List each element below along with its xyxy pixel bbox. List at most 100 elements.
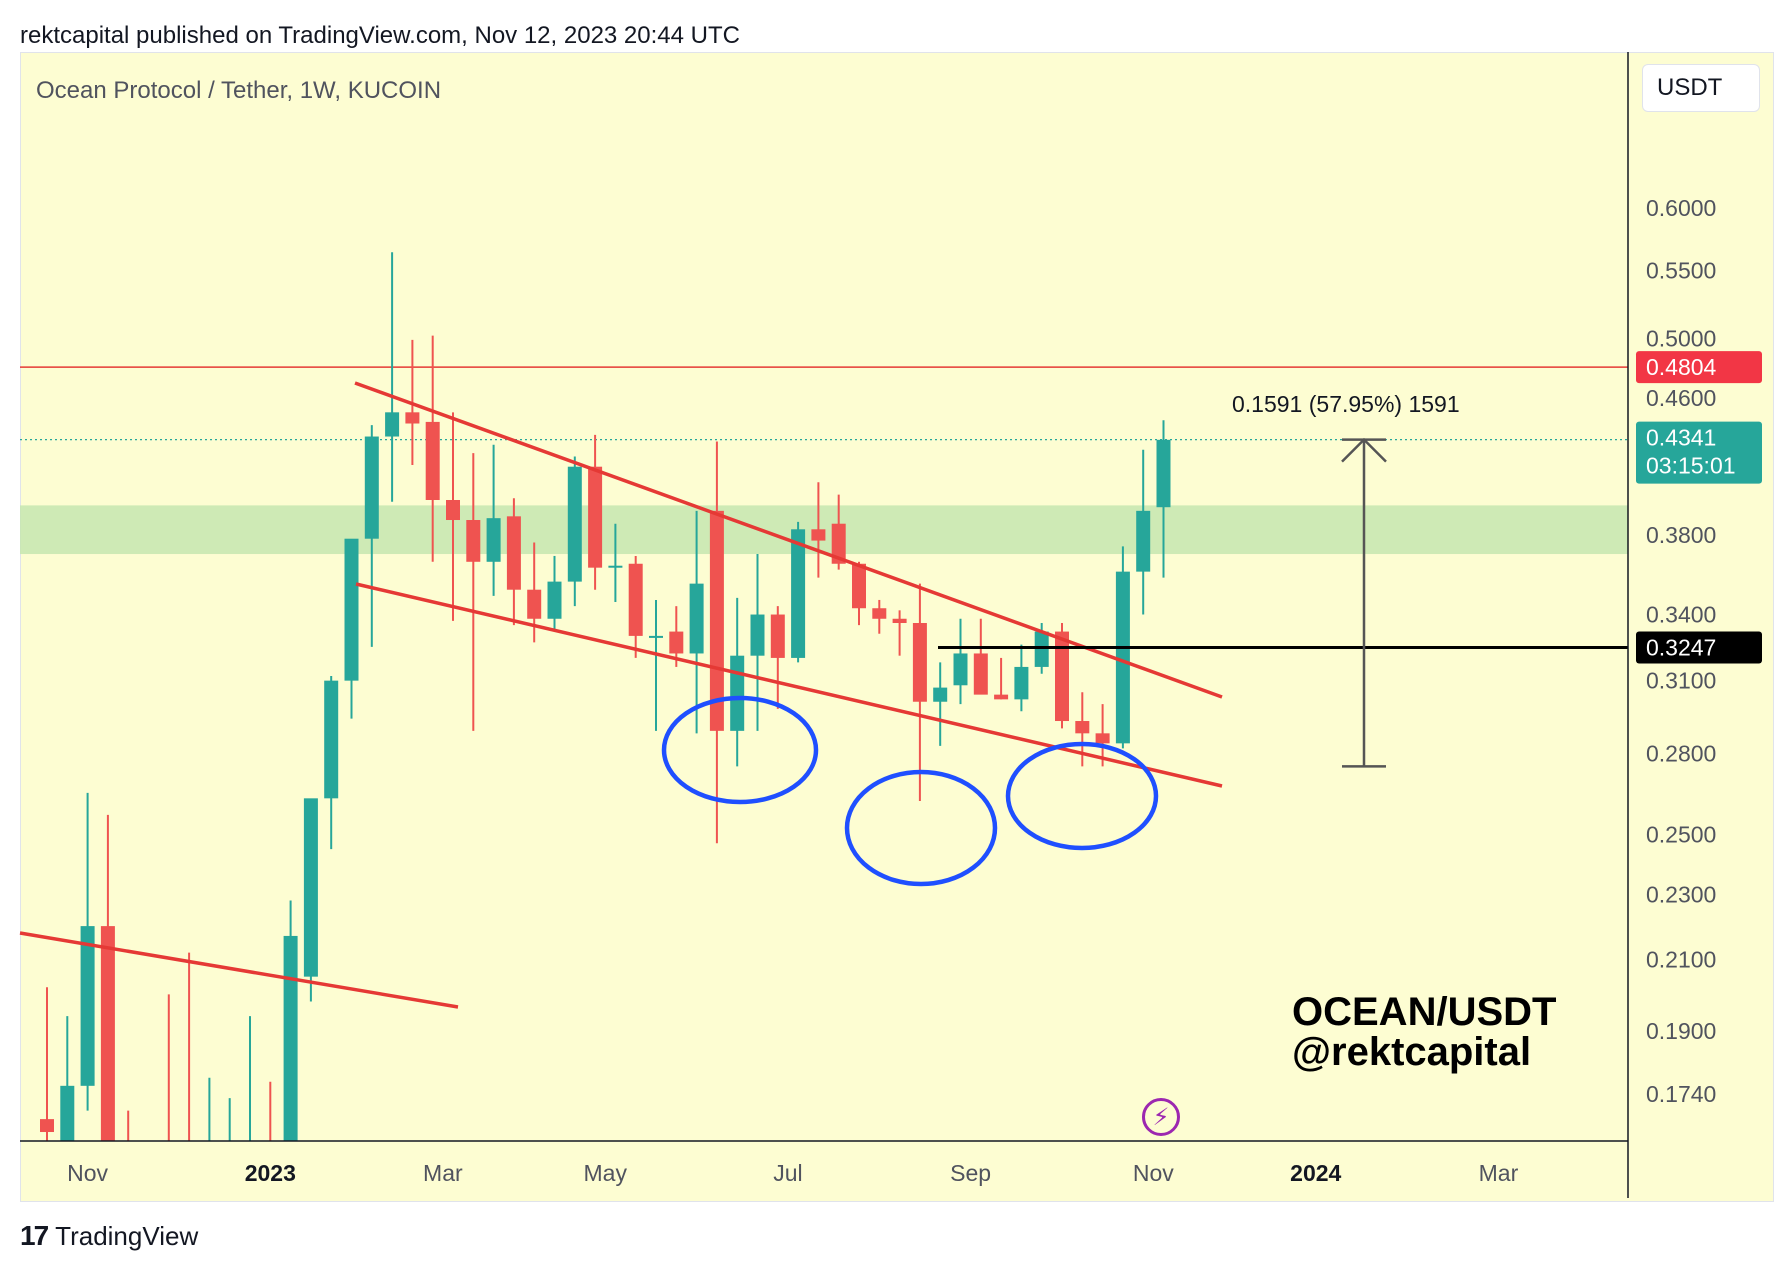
candle-body	[527, 589, 542, 619]
y-tick-label: 0.5500	[1646, 257, 1716, 283]
x-tick-label: Nov	[67, 1160, 108, 1186]
candle-body	[831, 523, 846, 564]
candle-body	[669, 631, 684, 654]
candle-body	[1156, 439, 1171, 508]
y-tick-label: 0.2100	[1646, 946, 1716, 972]
y-tick-label: 0.3800	[1646, 522, 1716, 548]
candle-body	[283, 935, 298, 1141]
candle-body	[446, 500, 460, 521]
candle-body	[243, 1186, 257, 1191]
candle-body	[80, 926, 95, 1086]
x-tick-label: 2023	[245, 1160, 296, 1186]
measure-arrowhead	[1341, 437, 1387, 463]
price-label-value: 0.4341	[1646, 425, 1716, 451]
y-tick-label: 0.1900	[1646, 1018, 1716, 1044]
y-tick-label: 0.5000	[1646, 325, 1716, 351]
candle-body	[506, 516, 521, 590]
y-tick-label: 0.2300	[1646, 881, 1716, 907]
candle-body	[649, 635, 663, 638]
measure-label: 0.1591 (57.95%) 1591	[1232, 391, 1460, 417]
candle-body	[142, 1186, 156, 1191]
candle-body	[912, 623, 927, 702]
candle-body	[567, 466, 582, 582]
candle-body	[750, 614, 765, 656]
watermark-line2: @rektcapital	[1292, 1030, 1532, 1074]
candle-body	[892, 618, 907, 624]
candle-body	[973, 653, 988, 695]
candle-body	[121, 1177, 135, 1191]
x-tick-label: Mar	[423, 1160, 463, 1186]
highlight-circle-1	[661, 695, 819, 805]
candle-body	[202, 1191, 216, 1200]
candle-body	[40, 1119, 54, 1133]
candle-body	[933, 687, 948, 702]
x-tick-label: Jul	[773, 1160, 802, 1186]
price-label-bg	[1636, 351, 1762, 384]
candle-body	[1014, 666, 1029, 700]
price-label-bg	[1636, 631, 1762, 664]
candle-body	[466, 520, 481, 562]
y-tick-label: 0.2800	[1646, 740, 1716, 766]
candle-body	[425, 421, 440, 501]
candle-body	[364, 436, 379, 539]
price-label-bg	[1636, 421, 1762, 484]
candle-body	[588, 466, 603, 568]
chart-frame[interactable]	[20, 52, 1774, 1202]
trendline-2	[355, 582, 1223, 788]
candle-body	[730, 655, 745, 731]
y-tick-label: 0.3400	[1646, 602, 1716, 628]
candle-body	[770, 614, 785, 658]
tradingview-logo[interactable]: 17 TradingView	[20, 1220, 198, 1252]
candle-body	[162, 1186, 176, 1195]
candle-body	[303, 798, 318, 977]
candle-body	[1055, 631, 1069, 722]
candle-body	[994, 694, 1009, 700]
tradingview-brand: TradingView	[55, 1220, 199, 1251]
candle-body	[100, 926, 115, 1141]
x-tick-label: 2024	[1290, 1160, 1341, 1186]
candle-body	[608, 565, 623, 568]
trendline-3	[19, 931, 459, 1009]
candle-body	[405, 412, 420, 424]
highlight-circle-3	[1005, 741, 1159, 851]
y-tick-label: 0.4600	[1646, 385, 1716, 411]
y-tick-label: 0.2500	[1646, 822, 1716, 848]
trendline-1	[354, 381, 1223, 699]
x-tick-label: Nov	[1133, 1160, 1174, 1186]
candles	[40, 252, 1171, 1200]
candle-body	[709, 510, 724, 731]
candle-body	[344, 538, 359, 681]
x-tick-label: May	[584, 1160, 628, 1186]
candle-body	[324, 680, 339, 799]
candle-body	[1136, 510, 1151, 572]
candle-body	[872, 608, 887, 619]
highlight-circle-2	[844, 769, 998, 887]
candle-body	[1075, 721, 1090, 734]
candle-body	[547, 581, 562, 619]
price-label-countdown: 03:15:01	[1646, 453, 1736, 479]
candle-body	[385, 412, 400, 437]
currency-label: USDT	[1657, 74, 1723, 101]
candle-body	[852, 563, 866, 609]
price-label-value: 0.3247	[1646, 634, 1716, 660]
candle-body	[486, 518, 501, 562]
candle-body	[1095, 733, 1110, 744]
candle-body	[791, 529, 806, 658]
candle-body	[182, 1195, 196, 1200]
publish-header: rektcapital published on TradingView.com…	[20, 22, 740, 49]
candle-body	[223, 1186, 237, 1191]
x-tick-label: Mar	[1479, 1160, 1519, 1186]
y-tick-label: 0.6000	[1646, 195, 1716, 221]
candle-body	[1115, 571, 1130, 744]
price-label-value: 0.4804	[1646, 354, 1717, 380]
currency-button[interactable]: USDT	[1642, 64, 1760, 112]
candle-body	[689, 583, 704, 654]
symbol-title: Ocean Protocol / Tether, 1W, KUCOIN	[36, 77, 442, 104]
tv-mark-icon: 17	[20, 1220, 49, 1251]
y-tick-label: 0.1740	[1646, 1081, 1716, 1107]
candle-body	[60, 1085, 75, 1141]
watermark: OCEAN/USDT @rektcapital	[1292, 992, 1556, 1072]
lightning-icon[interactable]: ⚡	[1142, 1098, 1180, 1136]
watermark-line1: OCEAN/USDT	[1292, 990, 1557, 1034]
